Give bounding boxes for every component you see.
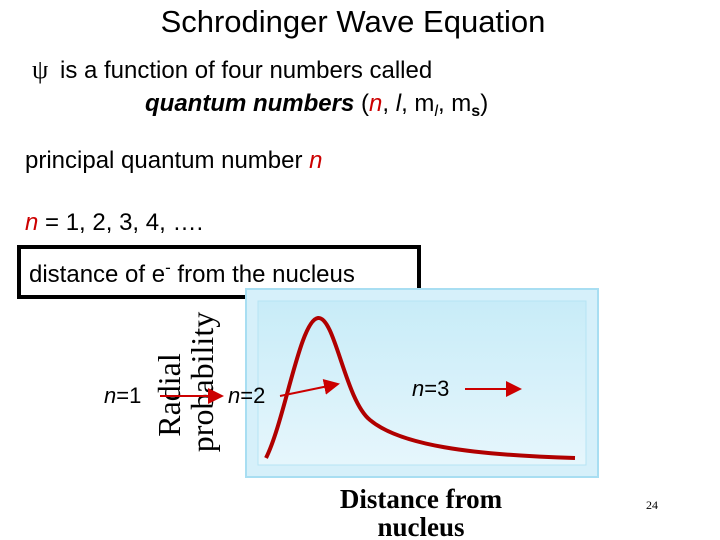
axis-label: Distance from <box>340 484 503 514</box>
text-span: l <box>396 90 402 117</box>
text-span: n <box>309 147 322 174</box>
text-line: n = 1, 2, 3, 4, …. <box>25 209 203 236</box>
text-span: distance of e <box>29 261 165 288</box>
page-number: 24 <box>646 498 658 512</box>
text-span: ( <box>354 90 369 117</box>
text-line: quantum numbers (n, l, ml, ms) <box>145 90 488 120</box>
figure-inner <box>257 300 587 466</box>
text-span: from the nucleus <box>171 261 355 288</box>
text-span: =3 <box>424 376 449 401</box>
level-label: n=1 <box>104 383 141 408</box>
text-span: n <box>412 376 424 401</box>
text-span: = 1, 2, 3, 4, …. <box>38 209 203 236</box>
text-line: principal quantum number n <box>25 147 323 174</box>
axis-label: Radial <box>151 353 187 437</box>
text-span: principal quantum number <box>25 147 309 174</box>
text-span: , <box>382 90 395 117</box>
level-label: n=2 <box>228 383 265 408</box>
text-line: distance of e- from the nucleus <box>29 258 355 288</box>
text-span: =1 <box>116 383 141 408</box>
text-span: quantum numbers <box>145 90 354 117</box>
superscript: - <box>165 258 171 277</box>
level-label: n=3 <box>412 376 449 401</box>
highlight-box <box>17 245 421 299</box>
text-span: n <box>104 383 116 408</box>
probability-curve <box>264 316 576 460</box>
subscript: s <box>471 103 480 120</box>
text-span: n <box>25 209 38 236</box>
axis-label: probability <box>184 312 220 452</box>
text-line: is a function of four numbers called <box>60 57 432 84</box>
subscript: l <box>434 103 438 120</box>
psi-symbol: ψ <box>32 55 48 84</box>
title: Schrodinger Wave Equation <box>161 4 546 39</box>
text-span: n <box>369 90 382 117</box>
text-span: ) <box>480 90 488 117</box>
arrow <box>279 379 340 397</box>
text-span: , m <box>438 90 471 117</box>
axis-label: nucleus <box>377 512 464 540</box>
text-span: n <box>228 383 240 408</box>
text-span: , m <box>401 90 434 117</box>
text-span: =2 <box>240 383 265 408</box>
